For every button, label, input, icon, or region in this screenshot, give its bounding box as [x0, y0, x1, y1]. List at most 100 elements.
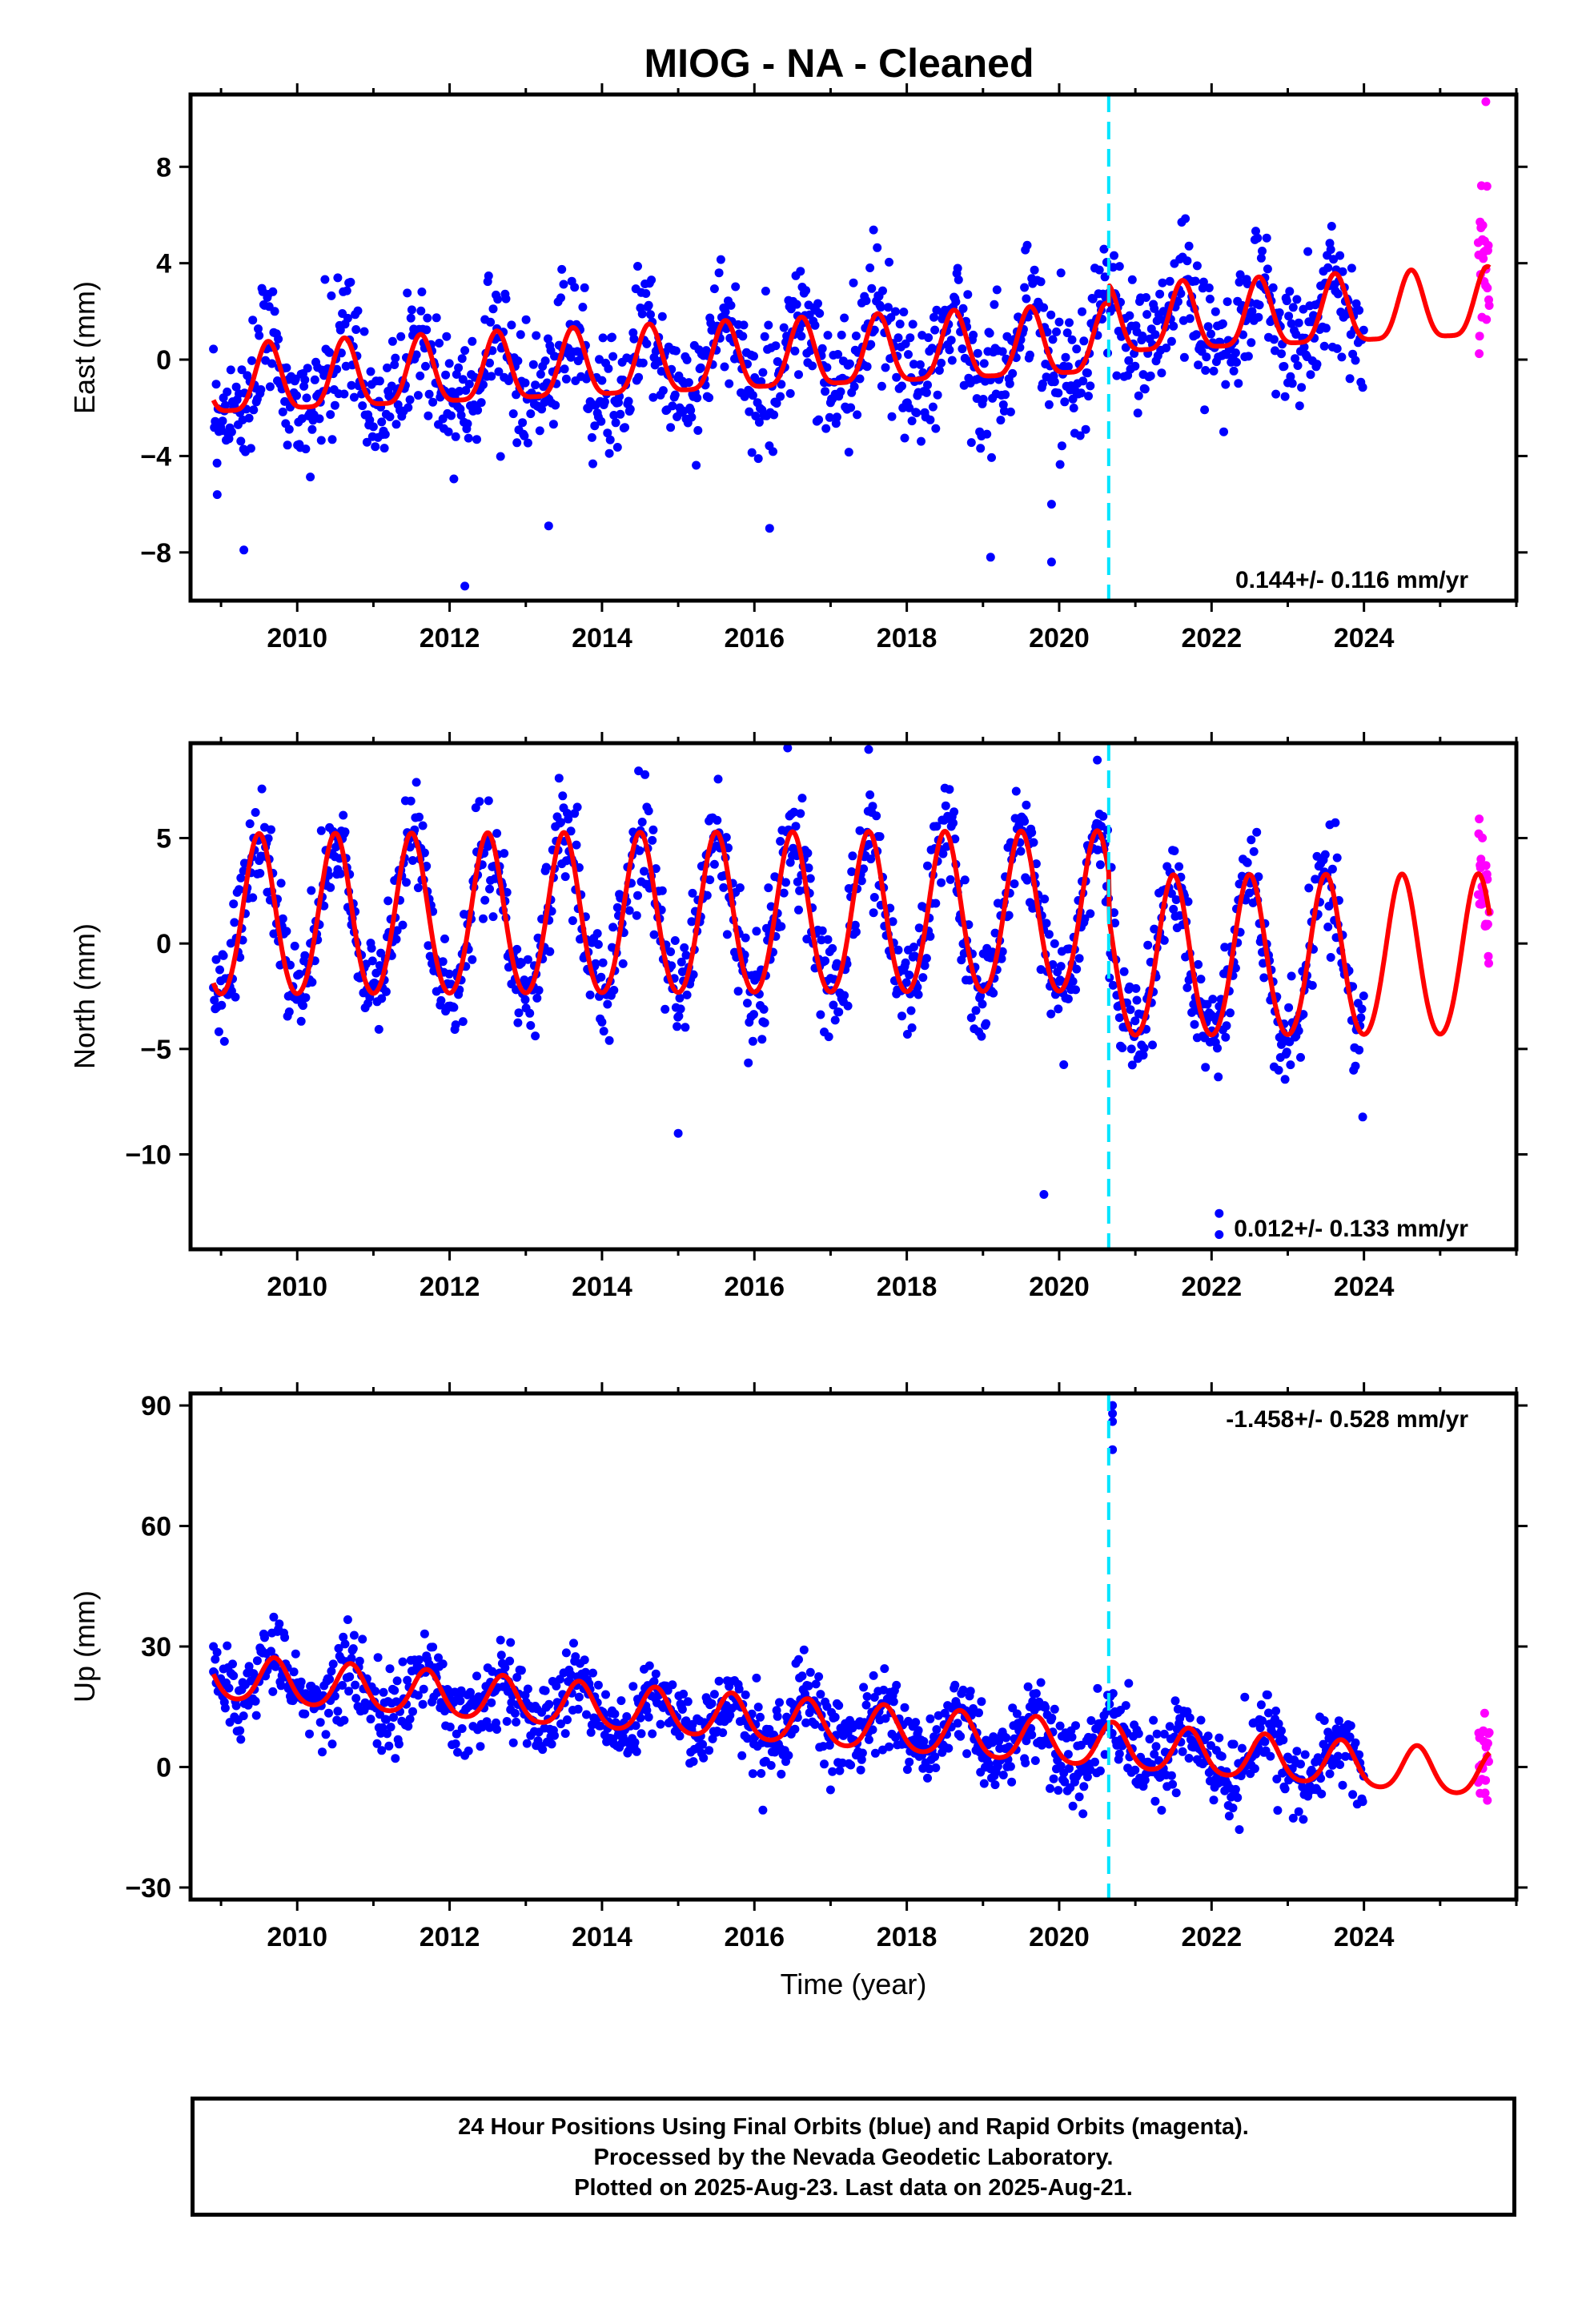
- east-final-orbit-point: [861, 296, 871, 305]
- east-final-orbit-point: [934, 366, 944, 375]
- up-final-orbit-point: [881, 1714, 890, 1723]
- east-final-orbit-point: [849, 278, 858, 287]
- north-final-orbit-point: [781, 878, 790, 887]
- north-final-orbit-point: [680, 943, 689, 952]
- east-final-orbit-point: [1082, 368, 1092, 378]
- up-final-orbit-point: [820, 1759, 829, 1769]
- east-final-orbit-point: [726, 300, 736, 310]
- east-final-orbit-point: [777, 380, 786, 389]
- east-final-orbit-point: [274, 334, 283, 344]
- up-final-orbit-point: [708, 1734, 717, 1743]
- east-final-orbit-point: [821, 424, 831, 433]
- east-final-orbit-point: [930, 325, 940, 335]
- north-final-orbit-point: [1098, 811, 1108, 821]
- east-final-orbit-point: [928, 402, 938, 412]
- east-final-orbit-point: [1263, 264, 1272, 274]
- up-final-orbit-point: [555, 1675, 564, 1684]
- up-final-orbit-point: [512, 1673, 522, 1682]
- up-panel: 2010 2012 2014 2016 2018 2020 2022 2024 90 60 30 0 −…: [68, 1382, 1528, 2000]
- east-final-orbit-point: [958, 304, 968, 313]
- east-final-orbit-point: [982, 429, 992, 439]
- north-final-orbit-point: [512, 944, 522, 954]
- north-final-orbit-point: [764, 883, 773, 893]
- north-final-orbit-point: [475, 797, 484, 806]
- east-final-orbit-point: [1299, 342, 1309, 352]
- north-final-orbit-point: [608, 923, 618, 932]
- east-final-orbit-point: [587, 432, 596, 442]
- north-final-orbit-point: [949, 818, 958, 828]
- north-final-orbit-point: [367, 956, 377, 966]
- up-final-orbit-point: [1325, 1769, 1335, 1779]
- east-final-orbit-point: [1108, 263, 1118, 272]
- east-final-orbit-point: [237, 365, 247, 375]
- east-final-orbit-point: [1254, 312, 1263, 322]
- north-final-orbit-point: [791, 822, 801, 831]
- east-final-orbit-point: [648, 392, 658, 402]
- east-final-orbit-point: [485, 358, 494, 368]
- east-final-orbit-point: [1065, 318, 1074, 328]
- north-final-orbit-point: [374, 1024, 383, 1034]
- north-final-orbit-point: [1059, 1060, 1069, 1069]
- up-final-orbit-point: [1335, 1760, 1345, 1769]
- east-final-orbit-point: [1052, 327, 1061, 336]
- east-final-orbit-point: [801, 286, 811, 296]
- east-final-orbit-point: [771, 341, 781, 351]
- east-final-orbit-point: [611, 418, 620, 428]
- north-final-orbit-point: [485, 884, 494, 894]
- east-final-orbit-point: [1125, 311, 1134, 320]
- east-final-orbit-point: [1054, 388, 1063, 398]
- east-final-orbit-point: [951, 297, 961, 307]
- east-final-orbit-point: [921, 388, 931, 397]
- north-final-orbit-point: [504, 963, 513, 972]
- east-final-orbit-point: [1218, 319, 1227, 328]
- north-final-orbit-point: [794, 905, 803, 915]
- up-final-orbit-point: [1184, 1754, 1194, 1763]
- east-final-orbit-point: [1297, 383, 1307, 392]
- east-final-orbit-point: [226, 365, 235, 375]
- up-final-orbit-point: [556, 1719, 565, 1729]
- east-final-orbit-point: [1255, 300, 1264, 310]
- east-final-orbit-point: [644, 300, 653, 310]
- north-final-orbit-point: [1213, 1043, 1222, 1053]
- north-final-orbit-point: [596, 972, 606, 982]
- east-final-orbit-point: [1258, 247, 1267, 255]
- up-final-orbit-point: [333, 1707, 343, 1716]
- up-final-orbit-point: [325, 1675, 335, 1684]
- up-final-orbit-point: [825, 1740, 834, 1750]
- up-final-orbit-point: [324, 1708, 333, 1718]
- east-final-orbit-point: [1075, 431, 1085, 440]
- east-final-orbit-point: [600, 397, 609, 407]
- east-final-orbit-point: [512, 438, 522, 448]
- up-final-orbit-point: [571, 1652, 580, 1662]
- north-final-orbit-point: [920, 961, 930, 971]
- up-final-orbit-point: [1351, 1738, 1360, 1747]
- east-final-orbit-point: [265, 382, 275, 392]
- up-final-orbit-point: [1203, 1731, 1213, 1741]
- east-final-orbit-point: [897, 381, 906, 391]
- east-final-orbit-point: [747, 448, 757, 457]
- north-final-orbit-point: [857, 876, 866, 886]
- east-rapid-orbit-point: [1475, 332, 1484, 341]
- up-final-orbit-point: [885, 1742, 893, 1751]
- up-final-orbit-point: [1067, 1732, 1077, 1742]
- up-final-orbit-point: [289, 1667, 299, 1677]
- east-final-orbit-point: [901, 339, 910, 348]
- north-final-orbit-point: [1130, 1016, 1140, 1026]
- up-final-orbit-point: [828, 1767, 837, 1776]
- north-final-orbit-point: [545, 947, 555, 956]
- east-final-orbit-point: [351, 325, 361, 334]
- up-final-orbit-point: [737, 1751, 747, 1760]
- east-final-orbit-point: [487, 372, 496, 381]
- north-final-orbit-point: [406, 796, 416, 806]
- east-final-orbit-point: [326, 410, 335, 420]
- north-y-axis-label: North (mm): [68, 923, 101, 1069]
- up-final-orbit-point: [383, 1729, 391, 1739]
- up-final-orbit-point: [958, 1685, 968, 1695]
- east-final-orbit-point: [953, 263, 962, 273]
- east-outlier-point: [986, 553, 995, 562]
- east-final-orbit-point: [671, 346, 681, 356]
- up-x-tick-label: 2018: [877, 1922, 938, 1952]
- east-final-orbit-point: [1256, 253, 1266, 263]
- east-final-orbit-point: [347, 380, 356, 390]
- north-final-orbit-point: [634, 766, 644, 776]
